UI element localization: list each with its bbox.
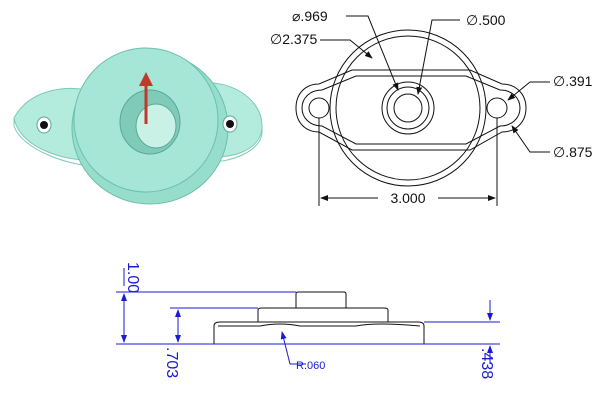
top-view-bolt-hole-left bbox=[308, 97, 330, 119]
bore-diameter-label: ⌀.969 bbox=[292, 8, 328, 24]
top-view-body-outer bbox=[329, 29, 487, 187]
overall-height-label: 1.00 bbox=[124, 262, 141, 293]
base-height-label: .703 bbox=[163, 347, 180, 378]
ear-diameter-label: ∅.875 bbox=[553, 144, 593, 160]
top-view-bolt-hole-right bbox=[486, 97, 508, 119]
fillet-radius-label: R.060 bbox=[296, 360, 325, 372]
flange-thickness-label: .438 bbox=[478, 348, 495, 379]
body-diameter-label: ∅2.375 bbox=[270, 31, 317, 47]
side-view-dimensions bbox=[116, 268, 500, 365]
top-view-hole bbox=[393, 93, 423, 123]
hole-diameter-label: ∅.500 bbox=[466, 12, 506, 28]
side-view bbox=[213, 291, 425, 345]
side-view-boss bbox=[295, 291, 347, 308]
side-view-body bbox=[257, 307, 389, 322]
side-view-base bbox=[213, 321, 425, 345]
isometric-model bbox=[13, 47, 263, 205]
axis-arrow-icon bbox=[139, 72, 153, 124]
bolt-hole-diameter-label: ∅.391 bbox=[553, 73, 593, 89]
top-view bbox=[295, 15, 550, 206]
hole-spacing-label: 3.000 bbox=[390, 190, 425, 206]
top-view-bore-outer bbox=[381, 81, 435, 135]
